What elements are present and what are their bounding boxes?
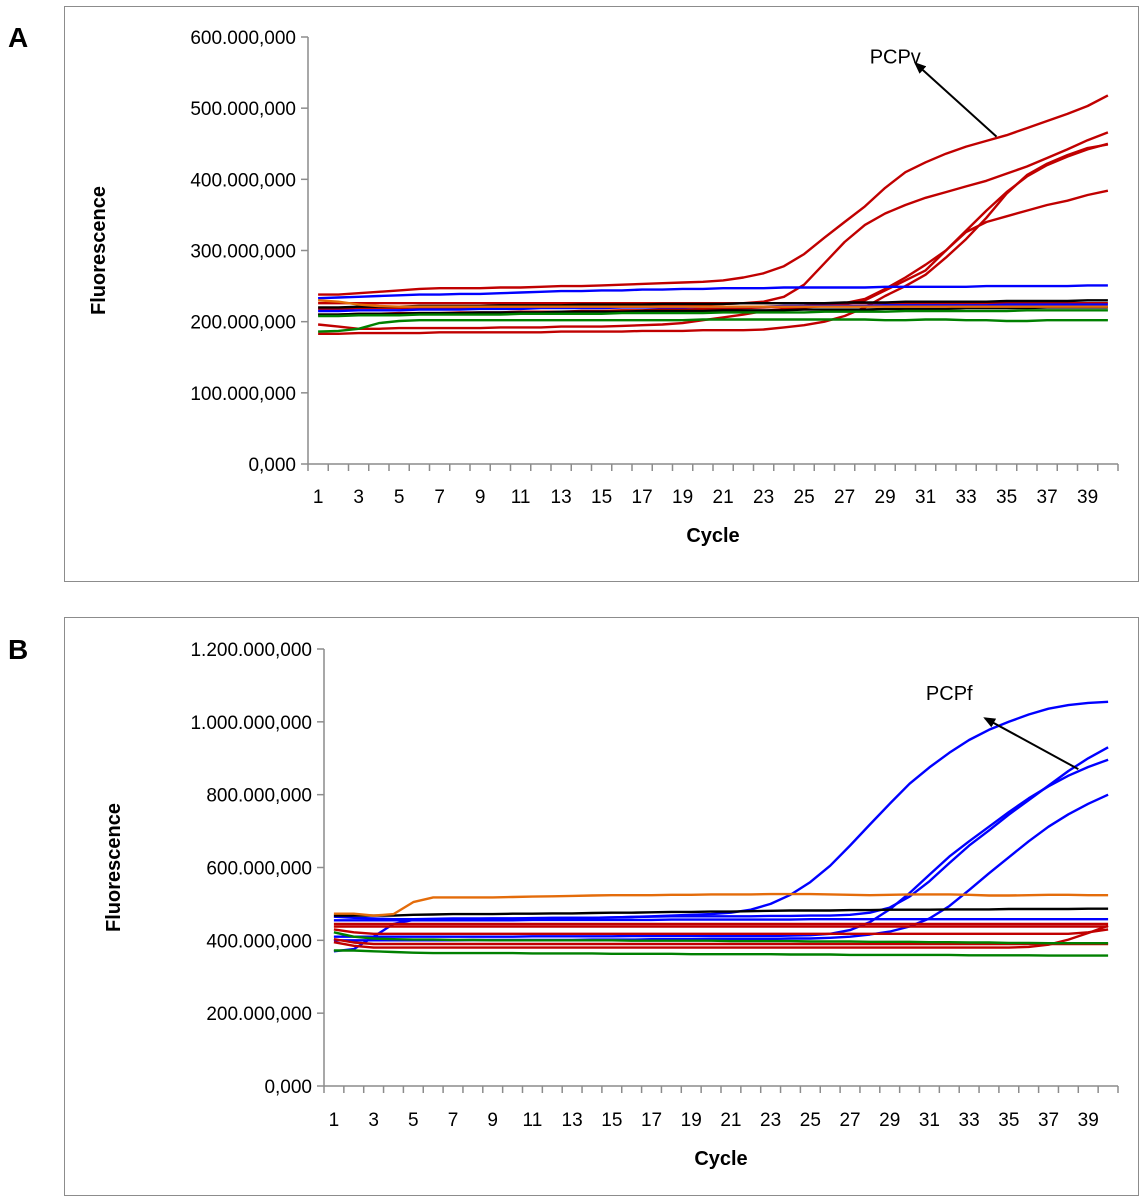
y-tick-label: 400.000,000 bbox=[190, 170, 296, 191]
x-tick-label: 31 bbox=[919, 1110, 940, 1131]
x-tick-label: 15 bbox=[601, 1110, 622, 1131]
y-axis-title-a: Fluorescence bbox=[88, 186, 110, 315]
x-tick-label: 35 bbox=[998, 1110, 1019, 1131]
series-line-b-12 bbox=[333, 924, 1109, 949]
x-tick-label: 13 bbox=[562, 1110, 583, 1131]
series-line-b-3 bbox=[333, 758, 1109, 938]
y-axis-title-b: Fluorescence bbox=[103, 803, 125, 932]
x-tick-label: 5 bbox=[394, 487, 405, 508]
x-tick-label: 15 bbox=[591, 487, 612, 508]
y-tick-label: 600.000,000 bbox=[190, 28, 296, 49]
x-tick-label: 5 bbox=[408, 1110, 419, 1131]
y-tick-label: 400.000,000 bbox=[206, 931, 312, 952]
y-tick-label: 200.000,000 bbox=[206, 1004, 312, 1025]
x-tick-label: 3 bbox=[368, 1110, 379, 1131]
x-tick-label: 35 bbox=[996, 487, 1017, 508]
y-tick-label: 600.000,000 bbox=[206, 859, 312, 880]
x-tick-label: 33 bbox=[956, 487, 977, 508]
series-line-a-1 bbox=[318, 94, 1109, 296]
x-tick-label: 17 bbox=[632, 487, 653, 508]
y-tick-label: 500.000,000 bbox=[190, 99, 296, 120]
x-tick-label: 25 bbox=[800, 1110, 821, 1131]
series-line-b-14 bbox=[333, 949, 1109, 957]
x-tick-label: 37 bbox=[1038, 1110, 1059, 1131]
x-tick-label: 3 bbox=[353, 487, 364, 508]
x-tick-label: 31 bbox=[915, 487, 936, 508]
y-tick-label: 200.000,000 bbox=[190, 313, 296, 334]
x-tick-label: 23 bbox=[760, 1110, 781, 1131]
series-line-a-12 bbox=[318, 318, 1108, 333]
y-tick-label: 1.200.000,000 bbox=[190, 640, 312, 661]
x-tick-label: 39 bbox=[1078, 1110, 1099, 1131]
x-tick-label: 9 bbox=[487, 1110, 498, 1131]
y-tick-label: 300.000,000 bbox=[190, 242, 296, 263]
x-axis-title-a: Cycle bbox=[686, 525, 739, 547]
x-tick-label: 21 bbox=[713, 487, 734, 508]
series-line-b-2 bbox=[333, 746, 1109, 953]
x-tick-label: 19 bbox=[681, 1110, 702, 1131]
series-line-a-7 bbox=[318, 284, 1108, 300]
x-tick-label: 29 bbox=[879, 1110, 900, 1131]
x-tick-label: 27 bbox=[839, 1110, 860, 1131]
x-tick-label: 39 bbox=[1077, 487, 1098, 508]
x-axis-title-b: Cycle bbox=[694, 1148, 747, 1170]
series-line-a-10 bbox=[318, 306, 1108, 316]
x-tick-label: 21 bbox=[720, 1110, 741, 1131]
series-line-b-5 bbox=[333, 918, 1109, 922]
panel-letter-b: B bbox=[8, 634, 29, 665]
y-tick-label: 800.000,000 bbox=[206, 786, 312, 807]
y-tick-label: 0,000 bbox=[248, 455, 296, 476]
series-line-b-13 bbox=[333, 931, 1109, 945]
x-tick-label: 11 bbox=[511, 487, 531, 508]
annotation-label-b: PCPf bbox=[926, 683, 973, 705]
x-tick-label: 17 bbox=[641, 1110, 662, 1131]
x-tick-label: 33 bbox=[959, 1110, 980, 1131]
x-tick-label: 9 bbox=[475, 487, 486, 508]
x-tick-label: 13 bbox=[551, 487, 572, 508]
series-line-b-11 bbox=[333, 938, 1109, 946]
series-line-a-5 bbox=[318, 143, 1109, 335]
series-line-b-1 bbox=[333, 700, 1109, 921]
x-tick-label: 27 bbox=[834, 487, 855, 508]
series-line-b-6 bbox=[333, 907, 1109, 917]
x-tick-label: 29 bbox=[875, 487, 896, 508]
x-tick-label: 19 bbox=[672, 487, 693, 508]
y-tick-label: 1.000.000,000 bbox=[190, 713, 312, 734]
x-tick-label: 1 bbox=[329, 1110, 340, 1131]
x-tick-label: 25 bbox=[794, 487, 815, 508]
series-line-a-13 bbox=[318, 309, 1108, 318]
x-tick-label: 7 bbox=[448, 1110, 459, 1131]
annotation-label-a: PCPv bbox=[870, 46, 921, 68]
annotation-arrow-a bbox=[914, 61, 998, 138]
x-tick-label: 11 bbox=[523, 1110, 543, 1131]
annotation-arrow-b bbox=[983, 717, 1079, 771]
series-line-b-7 bbox=[333, 892, 1109, 917]
x-tick-label: 23 bbox=[753, 487, 774, 508]
panel-letter-a: A bbox=[8, 22, 29, 53]
x-tick-label: 7 bbox=[434, 487, 445, 508]
y-tick-label: 100.000,000 bbox=[190, 384, 296, 405]
x-tick-label: 37 bbox=[1037, 487, 1058, 508]
series-line-a-11 bbox=[318, 299, 1108, 308]
series-line-b-10 bbox=[333, 928, 1109, 935]
x-tick-label: 1 bbox=[313, 487, 324, 508]
y-tick-label: 0,000 bbox=[264, 1077, 312, 1098]
